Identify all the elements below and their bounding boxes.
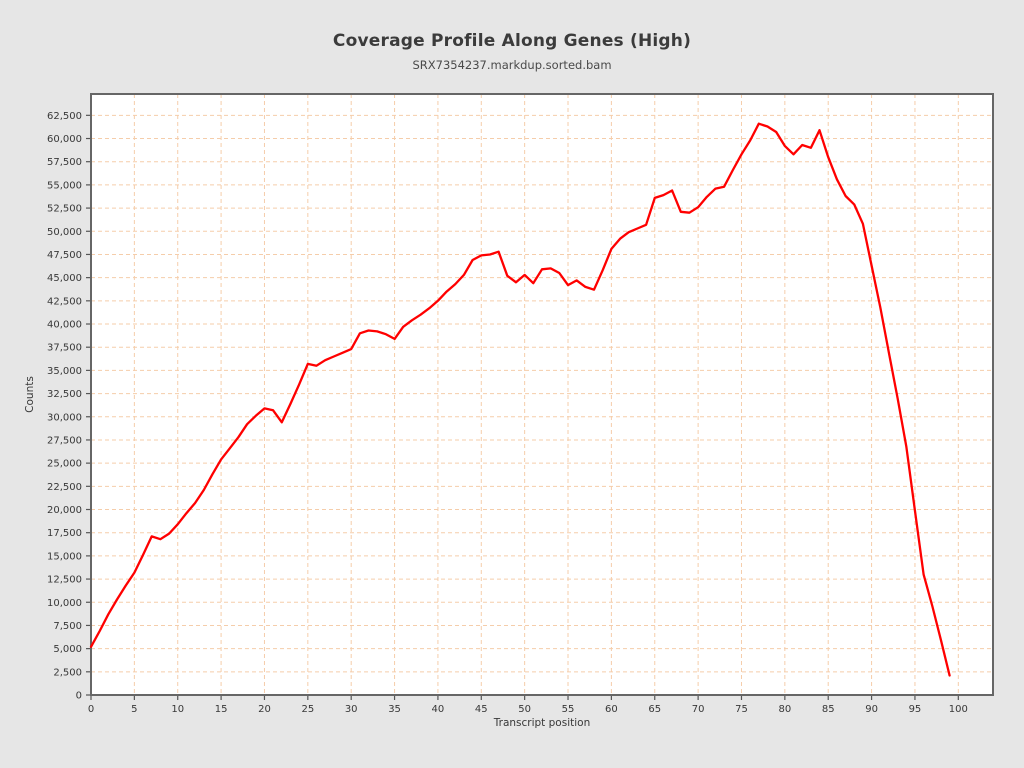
- svg-text:50,000: 50,000: [47, 227, 82, 238]
- svg-text:55,000: 55,000: [47, 180, 82, 191]
- svg-text:37,500: 37,500: [47, 343, 82, 354]
- svg-text:10,000: 10,000: [47, 598, 82, 609]
- svg-text:0: 0: [76, 691, 82, 702]
- svg-text:27,500: 27,500: [47, 435, 82, 446]
- svg-text:10: 10: [171, 704, 184, 715]
- svg-text:75: 75: [735, 704, 748, 715]
- svg-text:7,500: 7,500: [53, 621, 82, 632]
- svg-text:42,500: 42,500: [47, 296, 82, 307]
- svg-text:52,500: 52,500: [47, 204, 82, 215]
- chart-subtitle: SRX7354237.markdup.sorted.bam: [412, 58, 612, 72]
- svg-text:5,000: 5,000: [53, 644, 82, 655]
- y-axis-label: Counts: [24, 376, 36, 413]
- svg-text:5: 5: [131, 704, 137, 715]
- svg-text:35,000: 35,000: [47, 366, 82, 377]
- svg-text:12,500: 12,500: [47, 575, 82, 586]
- svg-text:17,500: 17,500: [47, 528, 82, 539]
- series-line-coverage: [89, 122, 951, 677]
- svg-text:100: 100: [949, 704, 968, 715]
- plot-area: [91, 94, 993, 695]
- svg-text:15: 15: [215, 704, 228, 715]
- svg-text:25,000: 25,000: [47, 459, 82, 470]
- svg-text:25: 25: [301, 704, 314, 715]
- svg-text:85: 85: [822, 704, 835, 715]
- y-tick-labels: 0 2,500 5,000 7,500 10,000 12,500 15,000 17,500…: [47, 111, 82, 702]
- x-axis-label: Transcript position: [493, 717, 590, 729]
- chart-title: Coverage Profile Along Genes (High): [332, 31, 692, 51]
- svg-text:45: 45: [475, 704, 488, 715]
- svg-text:50: 50: [518, 704, 531, 715]
- svg-text:35: 35: [388, 704, 401, 715]
- svg-text:60: 60: [605, 704, 618, 715]
- svg-text:40,000: 40,000: [47, 320, 82, 331]
- svg-text:20,000: 20,000: [47, 505, 82, 516]
- svg-text:32,500: 32,500: [47, 389, 82, 400]
- svg-text:90: 90: [865, 704, 878, 715]
- svg-text:22,500: 22,500: [47, 482, 82, 493]
- svg-text:30,000: 30,000: [47, 412, 82, 423]
- svg-text:80: 80: [778, 704, 791, 715]
- svg-text:47,500: 47,500: [47, 250, 82, 261]
- svg-text:62,500: 62,500: [47, 111, 82, 122]
- svg-text:65: 65: [648, 704, 661, 715]
- svg-text:30: 30: [345, 704, 358, 715]
- plot-border: [90, 93, 994, 696]
- svg-text:55: 55: [562, 704, 575, 715]
- svg-text:57,500: 57,500: [47, 157, 82, 168]
- svg-text:40: 40: [432, 704, 445, 715]
- gridlines: [91, 94, 993, 695]
- x-tick-labels: 0 5 10 15 20 25 30 35 40 45 50 55 60 65 70 75 80 85 90 95 10…: [88, 704, 968, 715]
- svg-text:60,000: 60,000: [47, 134, 82, 145]
- axis-ticks: [86, 114, 959, 700]
- svg-text:20: 20: [258, 704, 271, 715]
- svg-text:70: 70: [692, 704, 705, 715]
- svg-text:45,000: 45,000: [47, 273, 82, 284]
- svg-text:2,500: 2,500: [53, 667, 82, 678]
- svg-text:95: 95: [909, 704, 922, 715]
- svg-text:0: 0: [88, 704, 94, 715]
- svg-text:15,000: 15,000: [47, 551, 82, 562]
